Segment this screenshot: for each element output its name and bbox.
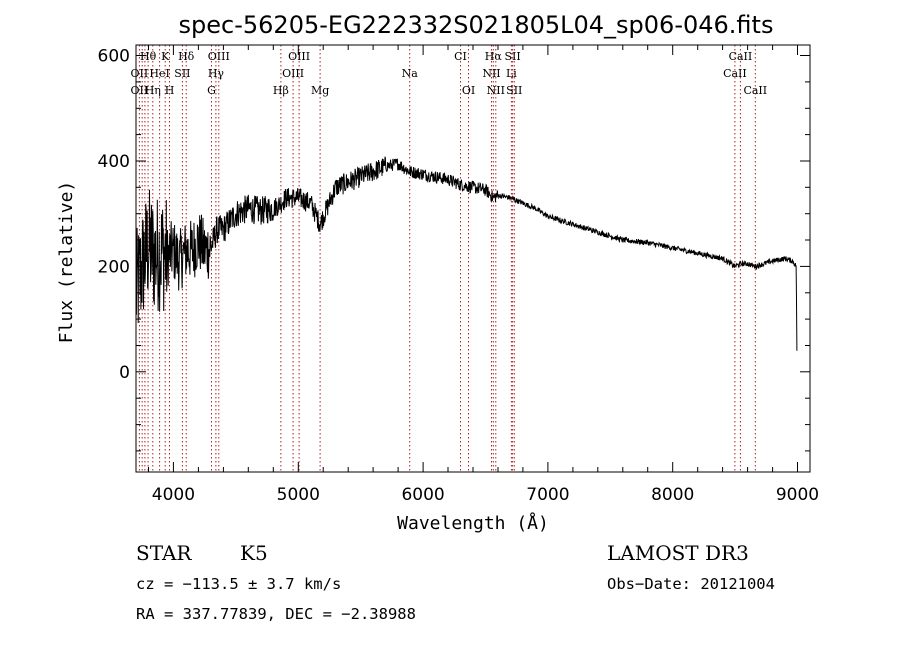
chart-title: spec-56205-EG222332S021805L04_sp06-046.f… xyxy=(179,11,774,39)
line-label: CI xyxy=(454,50,467,63)
line-label: OIII xyxy=(208,50,230,63)
line-label: Hβ xyxy=(273,84,289,97)
line-label: OI xyxy=(462,84,475,97)
line-label: H xyxy=(165,84,175,97)
line-label: OIII xyxy=(288,50,310,63)
line-label: G xyxy=(207,84,216,97)
line-label: SII xyxy=(174,67,190,80)
line-label: OII xyxy=(131,67,149,80)
survey-name: LAMOST DR3 xyxy=(607,541,749,565)
plot-frame xyxy=(135,44,811,473)
line-label: Hθ xyxy=(140,50,157,63)
x-tick-label: 9000 xyxy=(776,485,819,505)
y-tick-label: 0 xyxy=(119,363,130,383)
line-label: Hα xyxy=(485,50,503,63)
spectrum-series xyxy=(135,156,798,351)
line-label: Mg xyxy=(311,84,329,97)
line-label: OIII xyxy=(282,67,304,80)
spectrum-line xyxy=(135,156,798,351)
obs-date: Obs−Date: 20121004 xyxy=(607,575,775,593)
redshift-text: cz = −113.5 ± 3.7 km/s xyxy=(136,575,341,593)
line-label: K xyxy=(161,50,170,63)
line-label: Hγ xyxy=(208,67,225,80)
line-label: CaII xyxy=(723,67,747,80)
line-label: SII xyxy=(506,84,522,97)
y-tick-label: 400 xyxy=(98,152,130,172)
x-axis-ticks: 4000 5000 6000 7000 8000 9000 xyxy=(148,45,819,505)
line-label: OII xyxy=(131,84,149,97)
line-label: Na xyxy=(402,67,419,80)
line-label: Hη xyxy=(145,84,161,97)
line-label: Hδ xyxy=(178,50,195,63)
y-tick-label: 600 xyxy=(98,47,130,67)
y-axis-label: Flux (relative) xyxy=(56,181,77,344)
y-axis-ticks: 0 200 400 600 xyxy=(98,47,810,452)
line-label: NII xyxy=(482,67,500,80)
emission-line-markers xyxy=(138,45,756,472)
y-tick-label: 200 xyxy=(98,257,130,277)
line-label: Li xyxy=(506,67,517,80)
x-axis-label: Wavelength (Å) xyxy=(397,512,549,534)
x-tick-label: 8000 xyxy=(651,485,694,505)
radec-text: RA = 337.77839, DEC = −2.38988 xyxy=(136,605,416,623)
line-label: SII xyxy=(504,50,520,63)
line-label: CaII xyxy=(743,84,767,97)
line-label: CaII xyxy=(729,50,753,63)
x-tick-label: 7000 xyxy=(526,485,569,505)
line-label: NII xyxy=(487,84,505,97)
x-tick-label: 5000 xyxy=(277,485,320,505)
object-subclass: K5 xyxy=(240,541,268,565)
object-class: STAR xyxy=(136,541,192,565)
x-tick-label: 4000 xyxy=(152,485,195,505)
x-tick-label: 6000 xyxy=(401,485,444,505)
line-label: HeI xyxy=(149,67,169,80)
